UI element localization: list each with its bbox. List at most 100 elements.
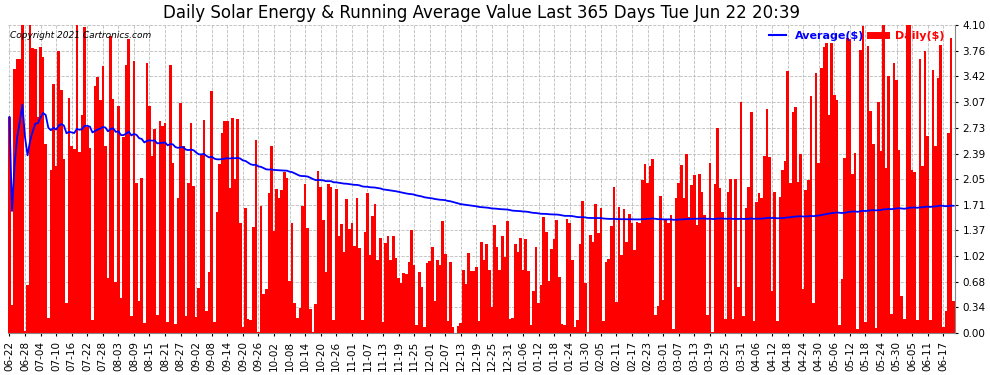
Bar: [208, 272, 211, 333]
Bar: [836, 100, 839, 333]
Bar: [363, 232, 366, 333]
Bar: [171, 163, 174, 333]
Bar: [423, 327, 426, 333]
Bar: [327, 183, 330, 333]
Bar: [952, 301, 955, 333]
Bar: [815, 74, 818, 333]
Bar: [737, 288, 740, 333]
Bar: [543, 217, 545, 333]
Bar: [688, 217, 690, 333]
Bar: [179, 103, 182, 333]
Bar: [11, 305, 13, 333]
Bar: [247, 319, 249, 333]
Bar: [224, 122, 226, 333]
Bar: [117, 106, 120, 333]
Bar: [431, 247, 434, 333]
Bar: [133, 61, 136, 333]
Bar: [200, 155, 203, 333]
Bar: [361, 320, 363, 333]
Bar: [107, 279, 109, 333]
Bar: [402, 273, 405, 333]
Bar: [16, 59, 19, 333]
Bar: [169, 64, 171, 333]
Bar: [457, 326, 459, 333]
Bar: [781, 170, 784, 333]
Bar: [312, 332, 314, 333]
Bar: [27, 285, 29, 333]
Bar: [451, 327, 454, 333]
Bar: [304, 184, 307, 333]
Bar: [8, 117, 11, 333]
Bar: [932, 70, 935, 333]
Bar: [587, 332, 589, 333]
Bar: [797, 182, 799, 333]
Bar: [197, 288, 200, 333]
Bar: [226, 121, 229, 333]
Bar: [818, 163, 820, 333]
Bar: [446, 321, 449, 333]
Bar: [885, 168, 887, 333]
Bar: [249, 320, 252, 333]
Bar: [161, 126, 163, 333]
Bar: [146, 63, 148, 333]
Bar: [895, 80, 898, 333]
Bar: [96, 77, 99, 333]
Bar: [376, 260, 379, 333]
Bar: [70, 146, 73, 333]
Bar: [672, 329, 675, 333]
Bar: [522, 270, 525, 333]
Bar: [156, 315, 158, 333]
Bar: [102, 66, 104, 333]
Bar: [355, 198, 358, 333]
Bar: [669, 214, 672, 333]
Bar: [395, 258, 397, 333]
Bar: [594, 204, 597, 333]
Bar: [941, 327, 944, 333]
Bar: [218, 164, 221, 333]
Bar: [338, 236, 341, 333]
Bar: [794, 107, 797, 333]
Bar: [153, 129, 156, 333]
Bar: [634, 250, 636, 333]
Bar: [166, 322, 169, 333]
Bar: [662, 300, 664, 333]
Bar: [65, 303, 67, 333]
Bar: [138, 301, 141, 333]
Bar: [571, 261, 573, 333]
Bar: [677, 183, 680, 333]
Bar: [254, 140, 257, 333]
Legend: Average($), Daily($): Average($), Daily($): [769, 31, 944, 40]
Bar: [496, 248, 498, 333]
Bar: [514, 244, 517, 333]
Bar: [150, 156, 153, 333]
Bar: [576, 320, 579, 333]
Bar: [908, 19, 911, 333]
Bar: [67, 98, 70, 333]
Bar: [229, 188, 232, 333]
Bar: [730, 178, 732, 333]
Bar: [221, 133, 224, 333]
Bar: [426, 263, 429, 333]
Bar: [120, 298, 122, 333]
Text: Copyright 2021 Cartronics.com: Copyright 2021 Cartronics.com: [10, 31, 151, 40]
Bar: [232, 118, 234, 333]
Bar: [389, 260, 392, 333]
Bar: [405, 274, 408, 333]
Bar: [656, 306, 659, 333]
Bar: [509, 319, 512, 333]
Bar: [765, 109, 768, 333]
Bar: [664, 219, 667, 333]
Bar: [239, 224, 242, 333]
Bar: [940, 45, 941, 333]
Bar: [501, 236, 504, 333]
Bar: [623, 209, 626, 333]
Bar: [400, 283, 402, 333]
Bar: [784, 161, 786, 333]
Bar: [112, 99, 115, 333]
Bar: [750, 112, 752, 333]
Bar: [760, 198, 763, 333]
Bar: [211, 91, 213, 333]
Bar: [42, 57, 45, 333]
Bar: [722, 211, 724, 333]
Bar: [732, 319, 735, 333]
